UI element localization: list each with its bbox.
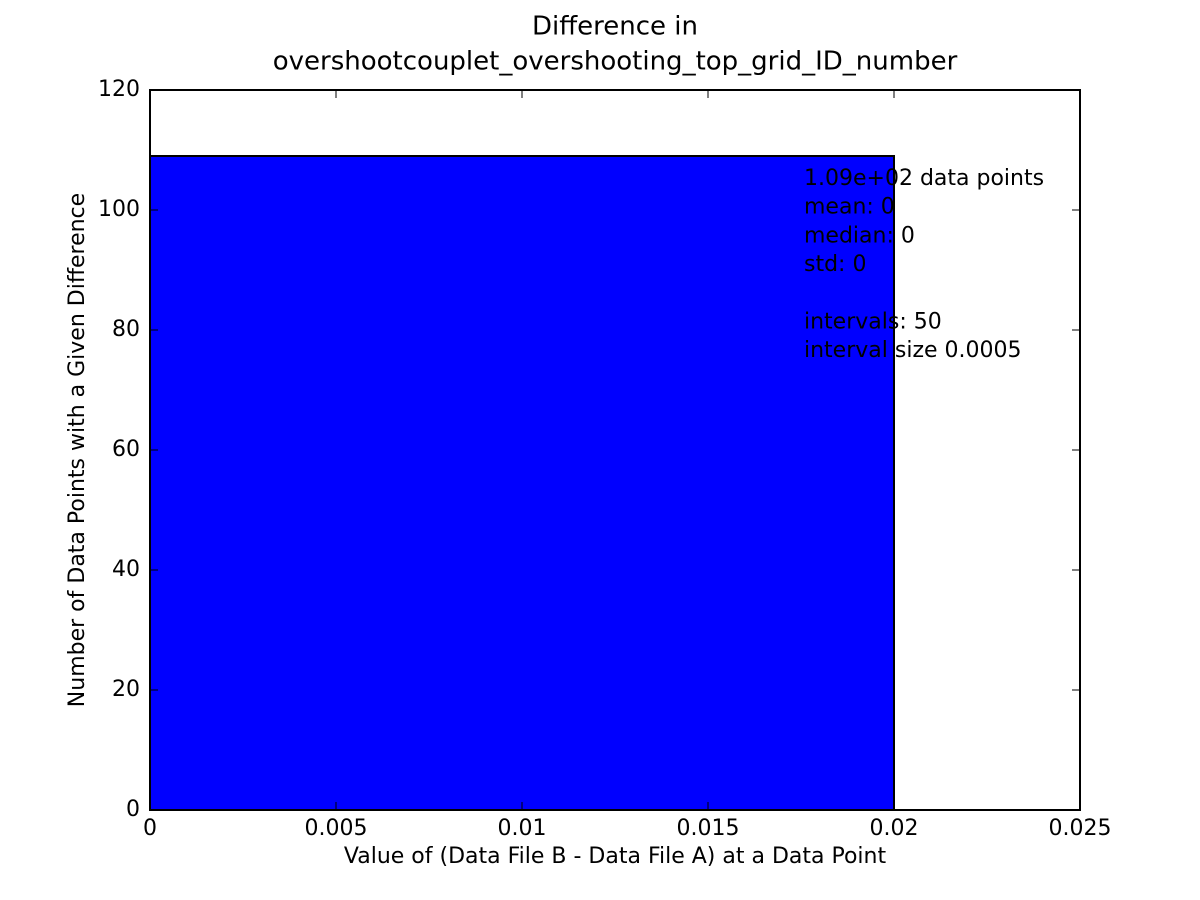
x-tick-label: 0.015: [677, 816, 740, 841]
y-tick-label: 80: [112, 317, 140, 342]
annotation: std: 0: [804, 252, 866, 277]
annotation: intervals: 50: [804, 310, 942, 335]
chart-title: overshootcouplet_overshooting_top_grid_I…: [273, 47, 958, 77]
annotation: mean: 0: [804, 195, 895, 220]
x-tick-label: 0.025: [1049, 816, 1112, 841]
y-axis-label: Number of Data Points with a Given Diffe…: [65, 193, 90, 707]
x-axis-label: Value of (Data File B - Data File A) at …: [344, 844, 887, 869]
x-tick-label: 0: [143, 816, 157, 841]
x-tick-label: 0.01: [498, 816, 547, 841]
y-tick-label: 120: [98, 77, 140, 102]
x-tick-label: 0.02: [870, 816, 919, 841]
annotation: median: 0: [804, 223, 915, 248]
histogram-bar: [149, 155, 895, 811]
y-tick-label: 40: [112, 557, 140, 582]
y-tick-label: 100: [98, 197, 140, 222]
y-tick-label: 0: [126, 797, 140, 822]
annotation: 1.09e+02 data points: [804, 166, 1044, 191]
annotation: interval size 0.0005: [804, 338, 1022, 363]
y-tick-label: 20: [112, 677, 140, 702]
x-tick-label: 0.005: [305, 816, 368, 841]
chart-title: Difference in: [532, 12, 698, 42]
y-tick-label: 60: [112, 437, 140, 462]
